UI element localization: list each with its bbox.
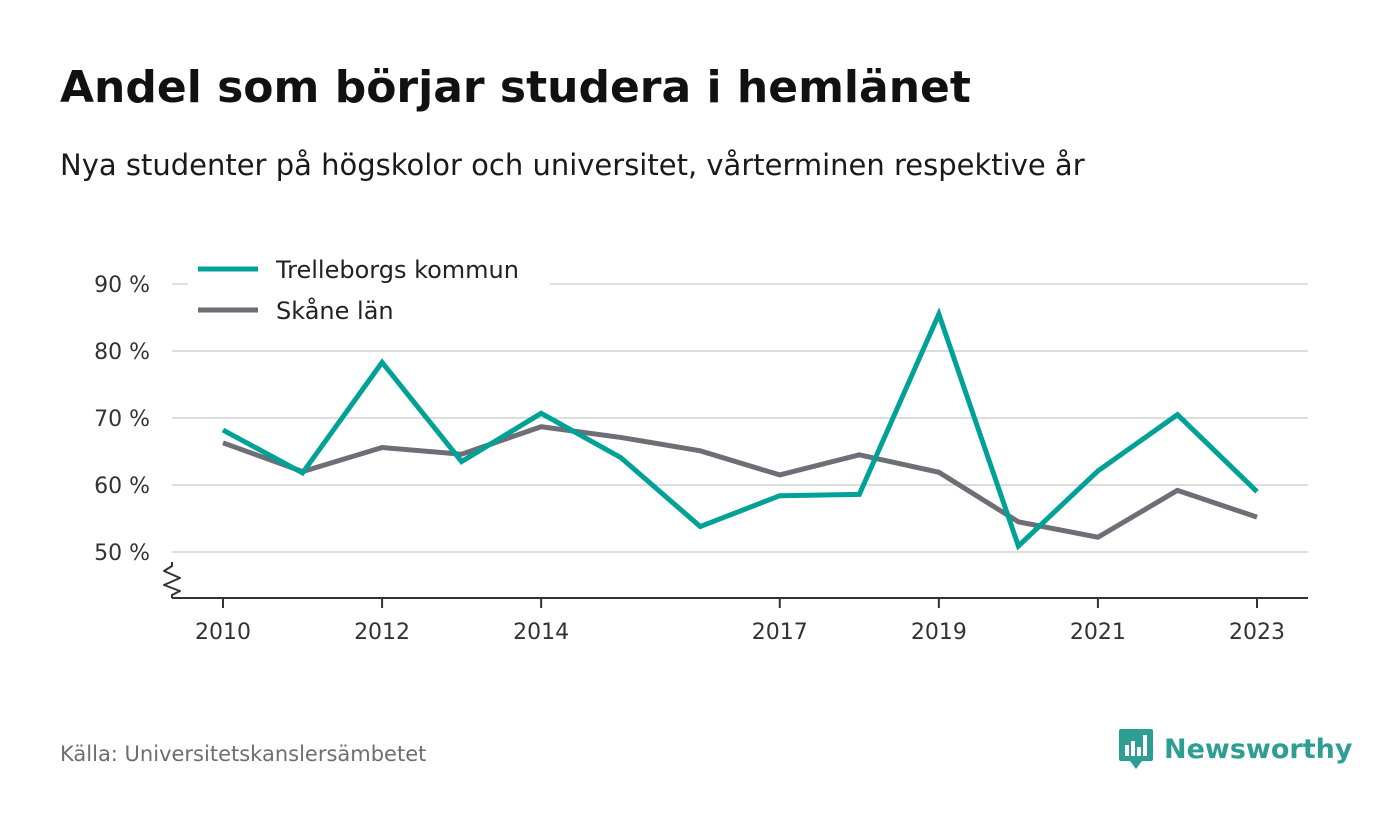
x-tick-label: 2010 [195, 620, 251, 645]
axis-break-mark [163, 562, 181, 598]
y-axis-ticks: 50 % 60 % 70 % 80 % 90 % [94, 273, 150, 566]
y-tick-label: 70 % [94, 407, 150, 432]
series-lines [221, 307, 1259, 551]
x-tick-label: 2019 [911, 620, 967, 645]
x-tick-label: 2023 [1229, 620, 1285, 645]
legend-label: Trelleborgs kommun [275, 256, 519, 284]
source-note: Källa: Universitetskanslersämbetet [60, 742, 427, 766]
x-axis-ticks: 2010 2012 2014 2017 2019 2021 2023 [195, 598, 1285, 645]
x-tick-label: 2021 [1070, 620, 1126, 645]
series-line [221, 307, 1259, 551]
y-tick-label: 60 % [94, 474, 150, 499]
legend: Trelleborgs kommun Skåne län [188, 250, 550, 336]
y-tick-label: 50 % [94, 541, 150, 566]
chart-title: Andel som börjar studera i hemlänet [60, 62, 971, 113]
y-tick-label: 90 % [94, 273, 150, 298]
x-tick-label: 2014 [513, 620, 569, 645]
x-axis [163, 562, 1308, 599]
legend-background [188, 250, 550, 336]
chart-subtitle: Nya studenter på högskolor och universit… [60, 148, 1085, 182]
legend-label: Skåne län [276, 296, 394, 325]
y-tick-label: 80 % [94, 340, 150, 365]
newsworthy-logo-icon [1119, 729, 1153, 769]
x-tick-label: 2017 [752, 620, 808, 645]
brand-name: Newsworthy [1164, 733, 1353, 765]
series-line [222, 424, 1258, 540]
x-tick-label: 2012 [354, 620, 410, 645]
brand-logo: Newsworthy [1118, 727, 1352, 771]
